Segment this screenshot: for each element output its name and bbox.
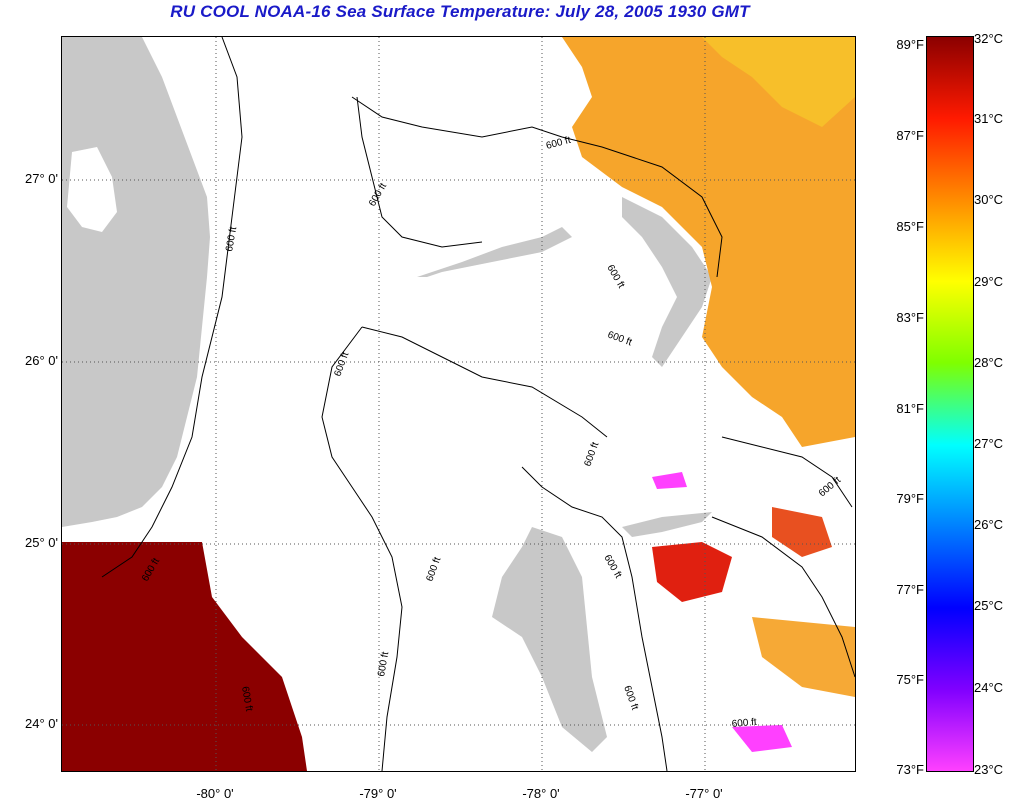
colorbar-c-label: 25°C <box>974 598 1004 613</box>
colorbar-c-label: 27°C <box>974 436 1004 451</box>
contour-label: 600 ft <box>582 441 601 468</box>
contour-label: 600 ft <box>601 553 623 580</box>
sst-orange-patch-se <box>752 617 855 697</box>
grand-bahama-island <box>417 227 572 277</box>
contour-label: 600 ft <box>332 351 351 378</box>
colorbar-f-label: 77°F <box>896 582 924 597</box>
colorbar-f-label: 89°F <box>896 37 924 52</box>
sst-hot-region <box>62 542 307 771</box>
colorbar-f-label: 85°F <box>896 219 924 234</box>
sst-cool-patch <box>732 725 792 752</box>
sst-map: 600 ft 600 ft 600 ft 600 ft 600 ft 600 f… <box>61 36 856 772</box>
sst-red-patch-2 <box>772 507 832 557</box>
colorbar-c-label: 24°C <box>974 680 1004 695</box>
andros-island <box>492 527 607 752</box>
map-gridlines <box>62 37 855 771</box>
contour-label: 600 ft <box>224 226 239 253</box>
lat-label-25: 25° 0' <box>25 535 58 550</box>
contour-label: 600 ft <box>367 181 389 208</box>
colorbar-f-label: 75°F <box>896 672 924 687</box>
contour-label: 600 ft <box>606 329 633 348</box>
colorbar-c-label: 29°C <box>974 274 1004 289</box>
contour-label: 600 ft <box>239 686 254 713</box>
colorbar-f-label: 73°F <box>896 762 924 777</box>
sst-cool-patch-2 <box>652 472 687 489</box>
lake-okeechobee <box>67 147 117 232</box>
sst-warm-region <box>562 37 855 447</box>
colorbar-f-label: 79°F <box>896 491 924 506</box>
colorbar-c-label: 26°C <box>974 517 1004 532</box>
sst-red-patch-1 <box>652 542 732 602</box>
colorbar-c-label: 32°C <box>974 31 1004 46</box>
abaco-island <box>622 197 712 367</box>
contour-label: 600 ft <box>604 263 626 290</box>
lon-label-77: -77° 0' <box>685 786 723 801</box>
eleuthera-island <box>622 512 712 537</box>
map-title: RU COOL NOAA-16 Sea Surface Temperature:… <box>170 2 750 21</box>
lon-label-79: -79° 0' <box>359 786 397 801</box>
florida-landmass <box>62 37 210 527</box>
contour-label: 600 ft <box>731 717 757 730</box>
contour-label: 600 ft <box>424 556 443 583</box>
lon-label-78: -78° 0' <box>522 786 560 801</box>
colorbar-c-label: 30°C <box>974 192 1004 207</box>
temperature-colorbar <box>926 36 974 772</box>
contour-label: 600 ft <box>621 684 640 711</box>
contour-label: 600 ft <box>817 475 843 500</box>
colorbar-f-label: 81°F <box>896 401 924 416</box>
lat-label-26: 26° 0' <box>25 353 58 368</box>
sst-warm-patches <box>702 37 855 127</box>
colorbar-f-label: 87°F <box>896 128 924 143</box>
colorbar-c-label: 28°C <box>974 355 1004 370</box>
colorbar-f-label: 83°F <box>896 310 924 325</box>
contour-label: 600 ft <box>376 651 391 678</box>
bathymetry-contours <box>101 37 855 771</box>
lat-label-24: 24° 0' <box>25 716 58 731</box>
contour-label: 600 ft <box>545 135 572 152</box>
colorbar-c-label: 31°C <box>974 111 1004 126</box>
lon-label-80: -80° 0' <box>196 786 234 801</box>
colorbar-c-label: 23°C <box>974 762 1004 777</box>
lat-label-27: 27° 0' <box>25 171 58 186</box>
